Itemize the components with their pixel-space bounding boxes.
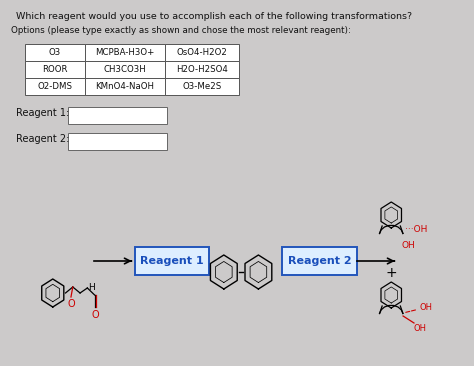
Bar	[135, 247, 209, 275]
Text: O2-DMS: O2-DMS	[37, 82, 73, 91]
Text: H2O-H2SO4: H2O-H2SO4	[176, 65, 228, 74]
Text: O: O	[67, 299, 75, 309]
Text: OsO4-H2O2: OsO4-H2O2	[176, 48, 228, 57]
Text: OH: OH	[414, 324, 427, 333]
Bar	[26, 44, 85, 61]
Bar	[164, 44, 239, 61]
Bar	[164, 61, 239, 78]
Text: O3-Me2S: O3-Me2S	[182, 82, 222, 91]
Bar	[26, 78, 85, 95]
Bar	[68, 107, 166, 124]
Text: CH3CO3H: CH3CO3H	[103, 65, 146, 74]
Bar	[164, 78, 239, 95]
Bar	[282, 247, 356, 275]
Text: O3: O3	[49, 48, 61, 57]
Bar	[85, 78, 164, 95]
Text: ···OH: ···OH	[405, 224, 427, 234]
Text: Reagent 1:: Reagent 1:	[17, 108, 70, 118]
Bar	[68, 133, 166, 150]
Text: MCPBA-H3O+: MCPBA-H3O+	[95, 48, 155, 57]
Bar	[26, 61, 85, 78]
Text: Reagent 2:: Reagent 2:	[17, 134, 70, 144]
Bar	[85, 44, 164, 61]
Text: Reagent 2: Reagent 2	[288, 256, 351, 266]
Text: +: +	[385, 266, 397, 280]
Text: O: O	[92, 310, 100, 320]
Text: OH: OH	[401, 241, 415, 250]
Bar	[85, 61, 164, 78]
Text: Which reagent would you use to accomplish each of the following transformations?: Which reagent would you use to accomplis…	[17, 12, 412, 21]
Text: ROOR: ROOR	[42, 65, 68, 74]
Text: KMnO4-NaOH: KMnO4-NaOH	[95, 82, 154, 91]
Text: H: H	[89, 284, 95, 292]
Text: Options (please type exactly as shown and chose the most relevant reagent):: Options (please type exactly as shown an…	[11, 26, 351, 35]
Text: OH: OH	[419, 303, 432, 313]
Text: Reagent 1: Reagent 1	[140, 256, 204, 266]
